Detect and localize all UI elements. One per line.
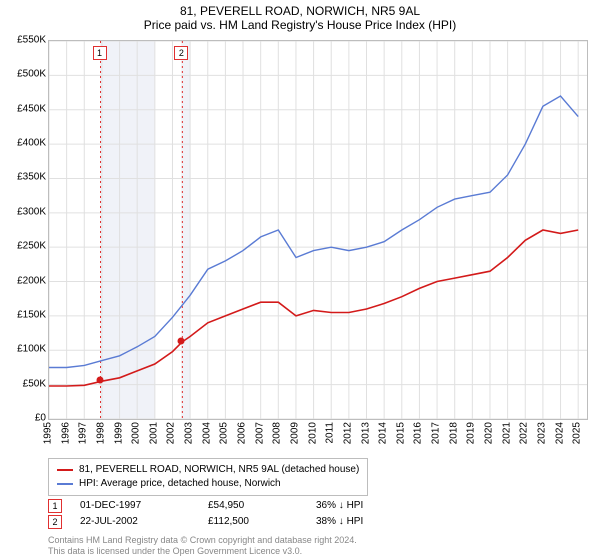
xtick-label: 2023 bbox=[536, 422, 547, 444]
xtick-label: 2017 bbox=[431, 422, 442, 444]
sale-point bbox=[178, 337, 185, 344]
xtick-label: 2001 bbox=[148, 422, 159, 444]
sale-marker: 2 bbox=[48, 515, 62, 529]
xtick-label: 1999 bbox=[113, 422, 124, 444]
sale-row: 1 01-DEC-1997 £54,950 36% ↓ HPI bbox=[48, 498, 588, 514]
xtick-label: 2003 bbox=[184, 422, 195, 444]
chart-titles: 81, PEVERELL ROAD, NORWICH, NR5 9AL Pric… bbox=[0, 0, 600, 32]
ytick-label: £300K bbox=[17, 206, 46, 217]
sale-point bbox=[96, 377, 103, 384]
xtick-label: 2006 bbox=[237, 422, 248, 444]
legend-swatch bbox=[57, 483, 73, 485]
footer-line-2: This data is licensed under the Open Gov… bbox=[48, 546, 357, 557]
legend: 81, PEVERELL ROAD, NORWICH, NR5 9AL (det… bbox=[48, 458, 368, 496]
xtick-label: 2021 bbox=[501, 422, 512, 444]
sale-date: 22-JUL-2002 bbox=[80, 514, 190, 530]
chart-container: 81, PEVERELL ROAD, NORWICH, NR5 9AL Pric… bbox=[0, 0, 600, 560]
ytick-label: £500K bbox=[17, 69, 46, 80]
xtick-label: 2008 bbox=[272, 422, 283, 444]
xtick-label: 2014 bbox=[378, 422, 389, 444]
xtick-label: 2000 bbox=[131, 422, 142, 444]
legend-swatch bbox=[57, 469, 73, 471]
xtick-label: 2005 bbox=[219, 422, 230, 444]
sale-marker: 1 bbox=[48, 499, 62, 513]
xtick-label: 1997 bbox=[78, 422, 89, 444]
ytick-label: £550K bbox=[17, 35, 46, 46]
sale-hpi: 36% ↓ HPI bbox=[316, 498, 416, 514]
sale-price: £112,500 bbox=[208, 514, 298, 530]
ytick-label: £250K bbox=[17, 241, 46, 252]
ytick-label: £450K bbox=[17, 103, 46, 114]
chart-subtitle: Price paid vs. HM Land Registry's House … bbox=[0, 18, 600, 32]
xtick-label: 2013 bbox=[360, 422, 371, 444]
footer: Contains HM Land Registry data © Crown c… bbox=[48, 535, 357, 557]
ytick-label: £200K bbox=[17, 275, 46, 286]
footer-line-1: Contains HM Land Registry data © Crown c… bbox=[48, 535, 357, 546]
chart-title: 81, PEVERELL ROAD, NORWICH, NR5 9AL bbox=[0, 4, 600, 18]
xtick-label: 2025 bbox=[572, 422, 583, 444]
xtick-label: 2022 bbox=[519, 422, 530, 444]
plot-area bbox=[48, 40, 588, 420]
xtick-label: 2002 bbox=[166, 422, 177, 444]
legend-item: 81, PEVERELL ROAD, NORWICH, NR5 9AL (det… bbox=[57, 463, 359, 477]
legend-label: 81, PEVERELL ROAD, NORWICH, NR5 9AL (det… bbox=[79, 463, 359, 477]
sales-table: 1 01-DEC-1997 £54,950 36% ↓ HPI 2 22-JUL-2002… bbox=[48, 498, 588, 530]
xtick-label: 2010 bbox=[307, 422, 318, 444]
xtick-label: 2007 bbox=[254, 422, 265, 444]
event-marker: 2 bbox=[174, 46, 188, 60]
sale-date: 01-DEC-1997 bbox=[80, 498, 190, 514]
plot-svg bbox=[49, 41, 587, 419]
ytick-label: £50K bbox=[23, 378, 46, 389]
xtick-label: 2012 bbox=[342, 422, 353, 444]
xtick-label: 2024 bbox=[554, 422, 565, 444]
ytick-label: £350K bbox=[17, 172, 46, 183]
xtick-label: 2004 bbox=[201, 422, 212, 444]
sale-price: £54,950 bbox=[208, 498, 298, 514]
xtick-label: 2011 bbox=[325, 422, 336, 444]
xtick-label: 2015 bbox=[395, 422, 406, 444]
xtick-label: 1995 bbox=[43, 422, 54, 444]
xtick-label: 2019 bbox=[466, 422, 477, 444]
event-marker: 1 bbox=[93, 46, 107, 60]
xtick-label: 2018 bbox=[448, 422, 459, 444]
xtick-label: 1996 bbox=[60, 422, 71, 444]
ytick-label: £150K bbox=[17, 309, 46, 320]
ytick-label: £100K bbox=[17, 344, 46, 355]
legend-label: HPI: Average price, detached house, Norw… bbox=[79, 477, 281, 491]
xtick-label: 2016 bbox=[413, 422, 424, 444]
sale-hpi: 38% ↓ HPI bbox=[316, 514, 416, 530]
xtick-label: 2009 bbox=[289, 422, 300, 444]
xtick-label: 2020 bbox=[483, 422, 494, 444]
sale-row: 2 22-JUL-2002 £112,500 38% ↓ HPI bbox=[48, 514, 588, 530]
ytick-label: £400K bbox=[17, 138, 46, 149]
legend-item: HPI: Average price, detached house, Norw… bbox=[57, 477, 359, 491]
xtick-label: 1998 bbox=[95, 422, 106, 444]
